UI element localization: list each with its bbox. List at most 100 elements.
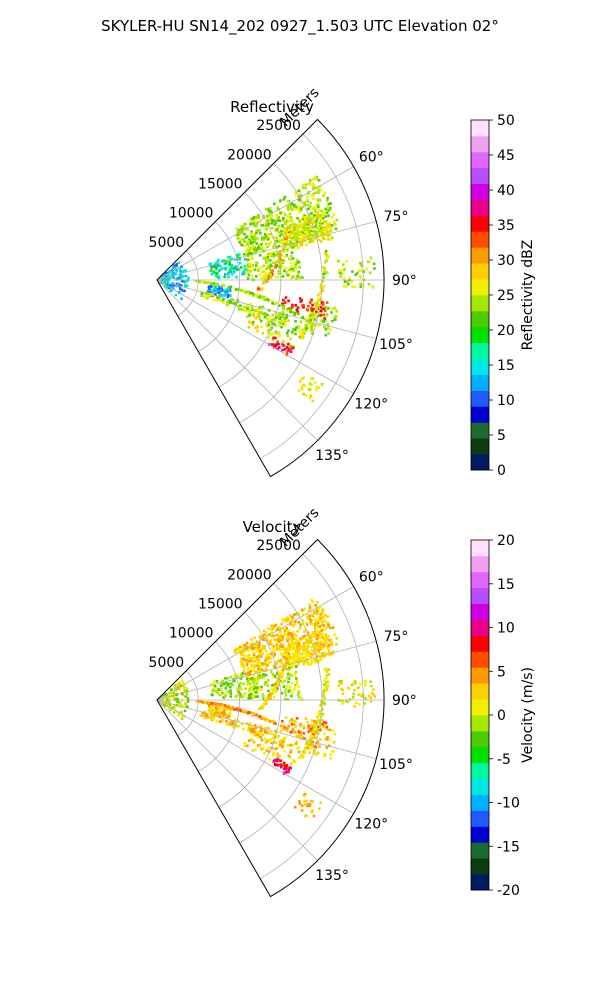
radar-cell: [327, 209, 330, 212]
radar-cell: [261, 693, 265, 696]
radar-cell: [327, 673, 331, 676]
radar-cell: [296, 310, 299, 314]
radar-cell: [254, 726, 258, 730]
radar-cell: [243, 244, 246, 248]
radar-cell: [276, 677, 280, 681]
radar-cell: [317, 304, 321, 307]
radar-cell: [273, 653, 276, 656]
range-grid-arc: [259, 553, 364, 880]
radar-cell: [201, 292, 204, 295]
radar-cell: [319, 189, 323, 192]
radar-cell: [301, 231, 304, 234]
radar-cell: [287, 235, 290, 239]
radar-cell: [262, 256, 265, 260]
radar-cell: [279, 258, 282, 261]
radar-cell: [315, 654, 319, 658]
radar-cell: [257, 662, 260, 665]
radar-cell: [212, 298, 216, 302]
radar-cell: [306, 227, 310, 230]
radar-cell: [273, 223, 277, 226]
radar-cell: [170, 688, 173, 691]
radar-cell: [215, 274, 218, 277]
radar-cell: [289, 206, 293, 209]
radar-cell: [304, 628, 307, 632]
radar-cell: [169, 285, 173, 289]
radar-cell: [313, 318, 317, 321]
radar-cell: [255, 230, 258, 233]
radar-cell: [281, 249, 285, 253]
radar-cell: [236, 256, 239, 259]
colorbar-segment: [471, 438, 489, 455]
radar-cell: [232, 270, 236, 274]
colorbar-segment: [471, 215, 489, 232]
radar-cell: [296, 647, 300, 650]
radar-cell: [281, 617, 285, 621]
radar-cell: [218, 720, 222, 723]
radar-cell: [248, 722, 252, 725]
radar-cell: [242, 270, 245, 274]
radar-cell: [288, 643, 291, 647]
radar-cell: [267, 679, 270, 682]
radar-cell: [250, 727, 254, 731]
radar-cell: [270, 274, 274, 277]
radar-cell: [250, 679, 254, 682]
azimuth-tick-label: 120°: [354, 397, 388, 413]
radar-cell: [245, 662, 249, 665]
radar-cell: [372, 693, 376, 697]
radar-cell: [208, 716, 211, 719]
radar-cell: [222, 714, 225, 717]
radar-cell: [266, 313, 269, 317]
radar-cell: [293, 648, 297, 651]
radar-cell: [290, 648, 294, 651]
radar-cell: [261, 705, 265, 709]
radar-cell: [297, 246, 300, 250]
radar-cell: [307, 320, 310, 323]
radar-cell: [195, 700, 198, 703]
radar-cell: [277, 216, 280, 219]
radar-cell: [335, 218, 339, 222]
radar-cell: [317, 631, 321, 634]
radar-cell: [268, 275, 272, 279]
radar-cell: [303, 751, 307, 754]
radar-cell: [310, 736, 313, 740]
radar-cell: [339, 268, 343, 272]
radar-cell: [222, 298, 225, 301]
radar-cell: [271, 688, 275, 691]
colorbar-segment: [471, 263, 489, 280]
radar-cell: [301, 183, 305, 187]
radar-cell: [184, 689, 187, 692]
radar-cell: [266, 219, 269, 222]
radar-cell: [308, 183, 312, 186]
radar-cell: [270, 741, 273, 745]
radar-cell: [177, 291, 181, 294]
radar-cell: [259, 726, 262, 729]
radar-cell: [328, 328, 332, 332]
radar-cell: [273, 236, 276, 239]
colorbar-tick-label: -15: [497, 839, 520, 855]
radar-cell: [239, 709, 243, 713]
radar-cell: [316, 644, 320, 648]
radar-cell: [314, 176, 317, 179]
radar-cell: [331, 626, 335, 629]
radar-cell: [220, 267, 223, 271]
radar-cell: [323, 229, 327, 232]
radar-cell: [250, 256, 254, 259]
radar-cell: [280, 653, 283, 656]
radar-cell: [214, 293, 217, 296]
radar-cell: [246, 660, 249, 664]
radar-cell: [315, 385, 318, 389]
radar-cell: [221, 718, 224, 722]
radar-cell: [318, 209, 321, 212]
radar-cell: [298, 380, 302, 383]
radar-cell: [258, 641, 261, 645]
radar-cell: [315, 628, 318, 631]
radar-cell: [318, 719, 321, 722]
radar-cell: [279, 633, 283, 637]
radar-cell: [259, 715, 263, 719]
colorbar-tick-label: 20: [497, 533, 515, 549]
radar-cell: [299, 730, 302, 734]
radar-cell: [269, 657, 272, 660]
radar-cell: [357, 686, 360, 689]
